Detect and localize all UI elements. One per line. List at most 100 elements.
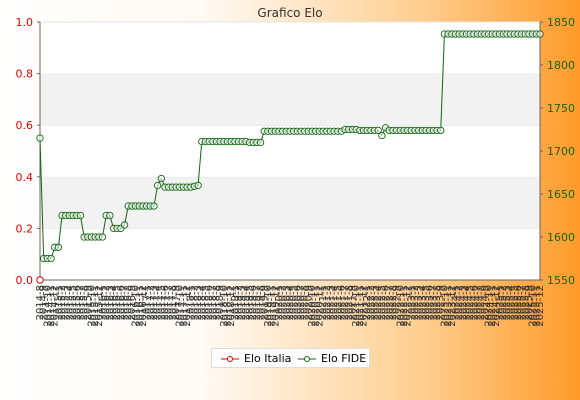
y-tick-label-right: 1600 [547, 231, 575, 244]
left-axis: 0.0 0.2 0.4 0.6 0.8 1.0 [16, 16, 40, 287]
x-tick-label: 2021-8 [344, 285, 355, 320]
point-elo-fide [194, 181, 202, 190]
x-tick-label: 2022-6 [381, 285, 392, 320]
x-tick-label: 2021-6 [336, 285, 347, 320]
x-tick-label: 2015-7 [75, 285, 86, 320]
x-tick-label: 2020-10 [307, 285, 318, 327]
x-tick-label: 2020-3 [281, 285, 292, 320]
x-tick-label: 2022-1 [362, 285, 373, 320]
x-tick-label: 2025-8 [520, 285, 531, 320]
x-tick-label: 2015-10 [86, 285, 97, 327]
grid-band [40, 228, 540, 280]
x-tick-label: 2019-11 [267, 285, 278, 327]
x-tick-label: 2022-4 [373, 285, 384, 320]
x-tick-label: 2025-5 [509, 285, 520, 320]
x-tick-label: 2017-6 [160, 285, 171, 320]
x-tick-label: 2025-12 [535, 285, 546, 327]
x-tick-label: 2023-8 [432, 285, 443, 320]
x-tick-label: 2017-7 [164, 285, 175, 320]
x-tick-label: 2015-1 [53, 285, 64, 320]
x-tick-label: 2017-5 [156, 285, 167, 320]
grid-band [40, 176, 540, 229]
x-tick-label: 2019-3 [237, 285, 248, 320]
x-tick-label: 2021-9 [348, 285, 359, 320]
legend-marker-elo-italia [221, 356, 239, 362]
point-elo-fide [536, 30, 544, 38]
x-tick-label: 2022-12 [403, 285, 414, 327]
x-tick-label: 2023-3 [414, 285, 425, 320]
point-elo-fide [98, 233, 107, 241]
y-tick-label-right: 1850 [547, 16, 575, 29]
x-tick-label: 2022-5 [377, 285, 388, 320]
x-tick-label: 2016-9 [127, 285, 138, 320]
x-tick-label: 2015-4 [64, 285, 75, 320]
point-elo-fide [106, 211, 114, 220]
point-elo-italia [36, 276, 44, 284]
right-axis: 1550 1600 1650 1700 1750 1800 1850 [540, 16, 575, 287]
x-tick-label: 2019-12 [270, 285, 281, 327]
x-tick-label: 2018-6 [204, 285, 215, 320]
x-tick-label: 2018-5 [200, 285, 211, 320]
x-tick-label: 2025-9 [524, 285, 535, 320]
x-tick-label: 2017-12 [182, 285, 193, 327]
x-tick-label: 2022-8 [388, 285, 399, 320]
y-tick-label-left: 0.0 [16, 274, 34, 287]
x-tick-label: 2019-1 [230, 285, 241, 320]
x-tick-label: 2020-9 [303, 285, 314, 320]
x-tick-label: 2015-8 [79, 285, 90, 320]
point-elo-fide [150, 202, 158, 210]
x-tick-label: 2024-3 [458, 285, 469, 320]
x-tick-label: 2015-6 [72, 285, 83, 320]
x-tick-label: 2022-11 [399, 285, 410, 327]
x-tick-label: 2017-8 [167, 285, 178, 320]
x-tick-label: 2023-5 [421, 285, 432, 320]
x-tick-label: 2020-5 [289, 285, 300, 320]
point-elo-fide [157, 174, 165, 183]
point-elo-fide [120, 221, 129, 229]
chart-title: Grafico Elo [257, 6, 322, 20]
x-tick-label: 2016-8 [123, 285, 134, 320]
series-elo-italia [36, 276, 44, 284]
x-tick-label: 2014-10 [42, 285, 53, 327]
legend-label-elo-italia: Elo Italia [244, 352, 292, 365]
x-tick-label: 2014-12 [50, 285, 61, 327]
y-tick-label-left: 0.8 [16, 68, 34, 81]
point-elo-fide [36, 134, 44, 142]
x-tick-label: 2018-10 [219, 285, 230, 327]
x-tick-label: 2018-11 [223, 285, 234, 327]
x-tick-label: 2025-6 [513, 285, 524, 320]
x-tick-label: 2016-11 [134, 285, 145, 327]
x-tick-label: 2021-1 [318, 285, 329, 320]
point-elo-fide [374, 126, 382, 135]
point-elo-fide [54, 243, 63, 251]
x-tick-label: 2024-9 [480, 285, 491, 320]
y-tick-label-left: 0.2 [16, 222, 34, 235]
y-tick-label-right: 1700 [547, 145, 575, 158]
x-tick-label: 2021-12 [359, 285, 370, 327]
x-tick-label: 2024-1 [450, 285, 461, 320]
x-tick-label: 2019-7 [252, 285, 263, 320]
x-tick-label: 2019-10 [263, 285, 274, 327]
x-tick-label: 2019-9 [259, 285, 270, 320]
x-tick-label: 2016-12 [138, 285, 149, 327]
x-tick-label: 2023-7 [428, 285, 439, 320]
x-tick-label: 2023-1 [406, 285, 417, 320]
x-tick-label: 2021-10 [351, 285, 362, 327]
x-tick-label: 2024-4 [461, 285, 472, 320]
y-tick-label-right: 1650 [547, 188, 575, 201]
x-tick-label: 2021-11 [355, 285, 366, 327]
x-tick-label: 2018-7 [208, 285, 219, 320]
x-tick-label: 2024-7 [473, 285, 484, 320]
x-tick-label: 2023-12 [447, 285, 458, 327]
x-tick-label: 2025-4 [506, 285, 517, 320]
x-axis: 2014-82014-92014-102014-112014-122015-12… [35, 285, 546, 327]
point-elo-fide [256, 138, 265, 147]
x-tick-label: 2016-10 [131, 285, 142, 327]
x-tick-label: 2025-3 [502, 285, 513, 320]
x-tick-label: 2025-1 [495, 285, 506, 320]
x-tick-label: 2017-4 [153, 285, 164, 320]
x-tick-label: 2017-1 [142, 285, 153, 320]
x-tick-label: 2015-3 [61, 285, 72, 320]
x-tick-label: 2020-11 [311, 285, 322, 327]
